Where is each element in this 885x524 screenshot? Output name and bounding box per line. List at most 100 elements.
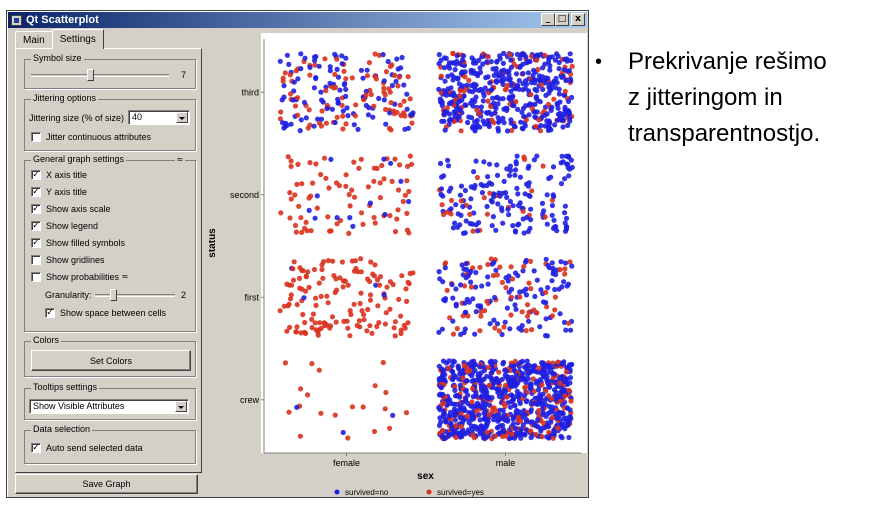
data-point xyxy=(552,122,558,128)
data-point xyxy=(501,429,507,435)
data-point xyxy=(448,185,454,191)
data-point xyxy=(379,162,385,169)
probabilities-collapse-icon[interactable]: ≈ xyxy=(121,272,129,281)
checkbox-icon[interactable]: ✓ xyxy=(31,187,41,197)
chevron-down-icon[interactable] xyxy=(176,112,188,123)
data-point xyxy=(317,120,323,126)
data-point xyxy=(495,387,501,393)
data-point xyxy=(337,217,344,224)
scatterplot-chart[interactable]: crew first second third female male sex status s… xyxy=(209,33,587,499)
x-axis-title-checkbox[interactable]: ✓ X axis title xyxy=(31,170,87,180)
data-point xyxy=(457,93,463,99)
data-point xyxy=(559,284,565,290)
checkbox-icon[interactable]: ✓ xyxy=(31,221,41,231)
jitter-continuous-checkbox[interactable]: Jitter continuous attributes xyxy=(31,132,151,142)
auto-send-checkbox[interactable]: ✓ Auto send selected data xyxy=(31,443,143,453)
data-point xyxy=(527,101,533,107)
data-point xyxy=(298,51,304,57)
data-point xyxy=(462,407,468,413)
checkbox-icon[interactable] xyxy=(31,272,41,282)
show-legend-checkbox[interactable]: ✓ Show legend xyxy=(31,221,98,231)
data-point xyxy=(462,309,468,315)
data-point xyxy=(482,308,488,314)
data-point xyxy=(439,427,446,433)
data-point xyxy=(469,413,475,420)
data-point xyxy=(523,328,529,334)
data-point xyxy=(452,112,458,118)
data-point xyxy=(515,106,521,112)
data-point xyxy=(468,284,474,290)
data-point xyxy=(292,192,298,198)
data-point xyxy=(330,258,336,264)
data-point xyxy=(305,392,311,398)
show-space-checkbox[interactable]: ✓ Show space between cells xyxy=(45,308,166,318)
data-point xyxy=(549,313,555,319)
data-point xyxy=(540,163,546,169)
show-filled-symbols-checkbox[interactable]: ✓ Show filled symbols xyxy=(31,238,125,248)
data-point xyxy=(396,74,402,80)
data-point xyxy=(387,110,393,116)
show-gridlines-checkbox[interactable]: Show gridlines xyxy=(31,255,105,265)
data-point xyxy=(321,155,328,161)
data-point xyxy=(377,180,383,186)
title-bar[interactable]: Qt Scatterplot _ □ x xyxy=(8,12,587,28)
data-point xyxy=(527,385,533,391)
checkbox-icon[interactable]: ✓ xyxy=(31,238,41,248)
data-point xyxy=(443,92,449,98)
jittering-options-title: Jittering options xyxy=(31,93,99,103)
show-probabilities-checkbox[interactable]: Show probabilities xyxy=(31,272,119,282)
checkbox-icon[interactable]: ✓ xyxy=(45,308,55,318)
data-point xyxy=(558,374,564,380)
data-point xyxy=(339,259,345,265)
close-button[interactable]: x xyxy=(571,13,585,26)
data-point xyxy=(535,417,541,423)
chevron-down-icon[interactable] xyxy=(175,401,187,412)
data-point xyxy=(439,433,446,439)
y-axis-title-checkbox[interactable]: ✓ Y axis title xyxy=(31,187,87,197)
data-point xyxy=(534,277,540,283)
checkbox-icon[interactable]: ✓ xyxy=(31,204,41,214)
save-graph-button[interactable]: Save Graph xyxy=(15,474,198,494)
data-point xyxy=(528,92,534,98)
data-point xyxy=(537,128,544,134)
data-point xyxy=(551,78,557,85)
data-point xyxy=(474,408,480,414)
data-point xyxy=(557,267,563,273)
tab-settings[interactable]: Settings xyxy=(51,29,104,49)
granularity-slider[interactable] xyxy=(95,294,175,297)
symbol-size-slider[interactable] xyxy=(31,74,169,77)
symbol-size-slider-thumb[interactable] xyxy=(87,69,95,81)
tab-main[interactable]: Main xyxy=(15,31,53,49)
data-point xyxy=(279,120,286,126)
jittering-size-select[interactable]: 40 xyxy=(128,110,190,125)
checkbox-icon[interactable]: ✓ xyxy=(31,170,41,180)
set-colors-button[interactable]: Set Colors xyxy=(31,350,191,371)
data-point xyxy=(372,262,378,268)
data-point xyxy=(562,176,568,182)
colors-title: Colors xyxy=(31,335,62,345)
data-point xyxy=(294,95,301,101)
data-point xyxy=(546,384,552,390)
data-point xyxy=(436,61,442,67)
tooltips-select[interactable]: Show Visible Attributes xyxy=(29,399,189,414)
maximize-button[interactable]: □ xyxy=(555,13,569,26)
checkbox-icon[interactable]: ✓ xyxy=(31,443,41,453)
checkbox-icon[interactable] xyxy=(31,132,41,142)
show-axis-scale-checkbox[interactable]: ✓ Show axis scale xyxy=(31,204,111,214)
data-point xyxy=(298,386,304,392)
data-point xyxy=(346,192,352,198)
data-point xyxy=(468,268,474,274)
data-point xyxy=(306,107,312,113)
data-point xyxy=(384,284,390,290)
scatterplot-area[interactable]: crew first second third female male sex status s… xyxy=(209,33,587,497)
data-point xyxy=(357,300,363,307)
data-point xyxy=(450,331,457,337)
minimize-button[interactable]: _ xyxy=(541,13,555,26)
data-point xyxy=(360,75,366,81)
checkbox-icon[interactable] xyxy=(31,255,41,265)
data-point xyxy=(394,216,400,222)
collapse-icon[interactable]: ≈ xyxy=(175,155,185,165)
data-point xyxy=(544,192,550,198)
data-point xyxy=(395,83,401,89)
granularity-slider-thumb[interactable] xyxy=(109,289,117,301)
